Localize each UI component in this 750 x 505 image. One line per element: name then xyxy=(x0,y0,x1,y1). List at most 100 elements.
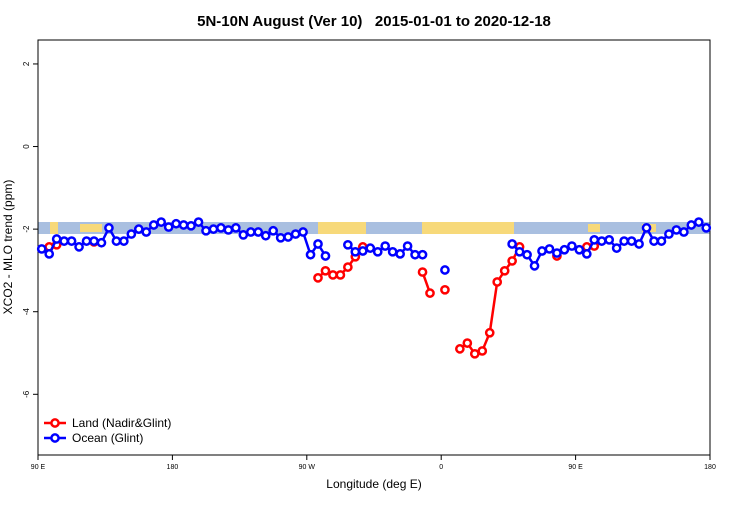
data-point xyxy=(679,227,689,237)
data-point xyxy=(133,224,144,234)
data-point xyxy=(141,227,152,237)
data-point xyxy=(51,234,62,244)
data-point xyxy=(574,244,585,255)
data-point xyxy=(216,223,226,233)
data-point xyxy=(320,265,331,276)
data-point xyxy=(186,220,196,231)
data-point xyxy=(126,229,137,239)
data-point xyxy=(469,348,480,359)
data-point xyxy=(201,225,211,236)
data-point xyxy=(380,241,391,251)
data-point xyxy=(245,227,256,237)
data-point xyxy=(238,230,249,240)
y-tick-label: 2 xyxy=(22,61,31,66)
data-point xyxy=(283,232,293,242)
data-point xyxy=(298,227,308,237)
data-point xyxy=(59,236,69,246)
y-tick-label: 0 xyxy=(22,144,31,149)
data-point xyxy=(343,239,353,250)
data-point xyxy=(193,217,204,227)
data-point xyxy=(372,246,383,257)
data-point xyxy=(537,246,547,256)
legend-label: Ocean (Glint) xyxy=(72,431,143,445)
data-point xyxy=(499,265,510,276)
data-point xyxy=(484,327,495,338)
data-point xyxy=(223,225,234,235)
legend-marker xyxy=(50,433,60,443)
data-point xyxy=(268,225,279,236)
x-tick-label: 0 xyxy=(439,464,443,471)
data-point xyxy=(387,246,398,257)
data-point xyxy=(290,229,301,239)
x-tick-label: 180 xyxy=(704,464,716,471)
x-axis-label: Longitude (deg E) xyxy=(326,477,421,491)
data-point xyxy=(589,235,600,245)
data-point xyxy=(305,249,316,260)
data-point xyxy=(74,242,84,252)
legend-label: Land (Nadir&Glint) xyxy=(72,416,171,430)
y-tick-label: -6 xyxy=(22,390,31,398)
data-point xyxy=(395,249,405,259)
data-point xyxy=(559,244,570,255)
data-point xyxy=(671,225,682,235)
data-point xyxy=(313,239,323,249)
data-point xyxy=(335,270,346,280)
data-point xyxy=(275,232,286,243)
data-point xyxy=(320,251,331,261)
legend-marker xyxy=(50,418,60,428)
y-tick-label: -2 xyxy=(22,225,31,233)
data-point xyxy=(581,249,592,259)
data-point xyxy=(686,220,697,230)
data-point xyxy=(96,237,107,248)
data-point xyxy=(357,246,368,256)
data-point xyxy=(417,249,428,260)
data-point xyxy=(701,223,712,233)
data-point xyxy=(455,344,465,354)
data-point xyxy=(492,277,503,287)
data-point xyxy=(119,236,129,246)
data-point xyxy=(350,246,361,257)
data-point xyxy=(402,241,413,251)
x-tick-label: 90 W xyxy=(299,464,316,471)
data-point xyxy=(544,244,555,254)
chart-title: 5N-10N August (Ver 10) 2015-01-01 to 202… xyxy=(197,13,551,30)
data-point xyxy=(178,220,189,230)
data-point xyxy=(664,229,674,239)
data-point xyxy=(89,236,99,246)
data-point xyxy=(36,244,47,254)
x-tick-label: 90 E xyxy=(31,464,46,471)
data-point xyxy=(343,262,353,272)
x-tick-label: 90 E xyxy=(568,464,583,471)
data-point xyxy=(313,273,323,283)
data-point xyxy=(649,236,659,246)
data-point xyxy=(440,284,450,295)
data-point xyxy=(634,239,644,249)
x-tick-label: 180 xyxy=(167,464,179,471)
data-point xyxy=(171,218,181,229)
data-point xyxy=(514,246,525,257)
data-point xyxy=(417,267,428,277)
data-point xyxy=(522,249,532,260)
data-point xyxy=(104,223,114,233)
data-point xyxy=(148,220,159,230)
y-tick-label: -4 xyxy=(22,308,31,316)
data-point xyxy=(44,249,55,259)
data-point xyxy=(529,261,540,271)
data-point xyxy=(111,236,122,246)
data-point xyxy=(253,227,264,237)
data-point xyxy=(163,222,174,232)
data-point xyxy=(208,224,219,234)
data-point xyxy=(552,248,562,258)
data-point xyxy=(365,243,376,253)
data-point xyxy=(611,243,622,253)
data-point xyxy=(440,265,450,275)
data-point xyxy=(619,236,629,246)
data-point xyxy=(425,288,435,298)
data-point xyxy=(410,249,420,260)
data-point xyxy=(81,236,92,246)
data-point xyxy=(656,236,667,246)
data-point xyxy=(507,239,517,249)
data-point xyxy=(641,223,652,233)
data-point xyxy=(260,230,271,241)
